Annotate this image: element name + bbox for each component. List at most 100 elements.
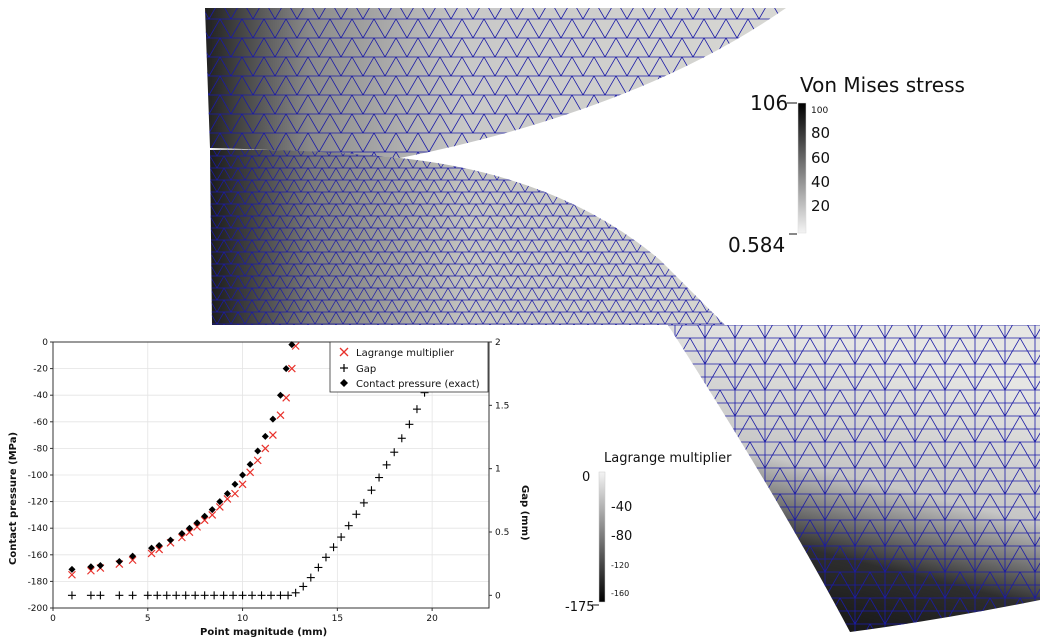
y2-tick-label: 2: [495, 338, 501, 348]
lagrange-point: [200, 516, 209, 525]
y2-tick-label: 0: [495, 591, 501, 601]
gap-point: [248, 591, 257, 600]
lagrange-point: [215, 502, 224, 511]
gap-point: [314, 563, 323, 572]
lm-scalebar-max: 0: [582, 470, 590, 485]
exact-pressure-point: [254, 447, 262, 455]
lagrange-point: [68, 570, 76, 579]
legend-box: [329, 341, 489, 393]
x-tick-label: 20: [426, 614, 438, 624]
gap-point: [153, 591, 162, 600]
gap-point: [257, 591, 266, 600]
lagrange-point: [268, 431, 277, 440]
y-tick-label: -20: [33, 365, 48, 375]
upper-body: [205, 8, 786, 158]
x-tick-label: 0: [50, 614, 56, 624]
gap-point: [276, 591, 285, 600]
lagrange-point: [261, 444, 270, 453]
y-axis-label: Contact pressure (MPa): [8, 432, 19, 565]
gap-point: [200, 591, 209, 600]
gap-point: [405, 420, 414, 429]
y-tick-label: -100: [28, 471, 49, 481]
y-tick-label: -60: [33, 418, 48, 428]
exact-pressure-point: [178, 530, 186, 538]
exact-pressure-point: [68, 565, 76, 573]
exact-pressure-point: [288, 341, 296, 349]
lower-body: [210, 149, 725, 325]
exact-pressure-point: [223, 490, 231, 498]
gap-point: [367, 486, 376, 495]
gap-point: [397, 434, 406, 443]
exact-pressure-point: [115, 557, 123, 565]
vm-tick-label: 20: [811, 197, 830, 215]
gap-point: [306, 573, 315, 582]
x-axis-label: Point magnitude (mm): [200, 627, 327, 637]
exact-pressure-point: [193, 519, 201, 527]
gap-point: [375, 473, 384, 482]
gap-point: [352, 510, 361, 519]
y2-tick-label: 1: [495, 465, 501, 475]
exact-pressure-point: [167, 536, 175, 544]
y-tick-label: 0: [42, 338, 48, 348]
vm-tick-label: 80: [811, 124, 830, 142]
lagrange-point: [185, 528, 194, 537]
vm-ticks: 100 80 60 40 20: [811, 106, 830, 215]
lagrange-point: [282, 393, 291, 402]
y2-axis-label: Gap (mm): [519, 485, 530, 541]
gap-point: [382, 460, 391, 469]
gap-point: [337, 533, 346, 542]
lagrange-point: [246, 468, 255, 477]
vm-scalebar-title: Von Mises stress: [800, 73, 965, 97]
x-tick-label: 15: [332, 614, 343, 624]
gap-point: [86, 591, 95, 600]
y2-tick-label: 0.5: [495, 528, 509, 538]
exact-pressure-point: [261, 432, 269, 440]
gap-point: [143, 591, 152, 600]
gap-point: [128, 591, 137, 600]
x-tick-label: 10: [237, 614, 249, 624]
lm-scalebar-min: -175: [565, 600, 595, 615]
contact-plate: [668, 325, 1040, 632]
vm-tick-label: 60: [811, 149, 830, 167]
exact-pressure-point: [87, 563, 95, 571]
lagrange-point: [276, 411, 285, 420]
plot-series: [67, 341, 437, 600]
lagrange-point: [155, 545, 164, 554]
legend-marker-exact: [340, 379, 348, 387]
gap-point: [162, 591, 171, 600]
y-tick-label: -80: [33, 444, 48, 454]
gap-point: [267, 591, 275, 600]
vm-tick-label: 100: [811, 106, 828, 116]
exact-pressure-point: [246, 460, 254, 468]
lm-tick-label: -120: [611, 561, 629, 570]
vm-scalebar-max: 106: [750, 91, 788, 115]
lagrange-point: [287, 364, 296, 373]
lm-tick-label: -160: [611, 589, 629, 598]
lagrange-point: [177, 533, 186, 542]
x-tick-label: 5: [145, 614, 151, 624]
vm-scalebar-min: 0.584: [728, 233, 785, 257]
gap-point: [299, 582, 308, 591]
lm-tick-label: -40: [611, 500, 632, 515]
gap-point: [329, 543, 338, 552]
lagrange-point: [147, 549, 156, 558]
gap-point: [172, 591, 181, 600]
exact-pressure-point: [276, 391, 284, 399]
legend-marker-gap: [340, 364, 348, 372]
exact-pressure-point: [155, 541, 163, 549]
gap-point: [115, 591, 124, 600]
y-tick-label: -120: [28, 498, 49, 508]
gap-point: [191, 591, 200, 600]
exact-pressure-point: [239, 471, 247, 479]
lm-scalebar-title: Lagrange multiplier: [604, 451, 732, 466]
exact-pressure-point: [208, 506, 216, 514]
gap-point: [219, 591, 228, 600]
gap-point: [210, 591, 219, 600]
gap-point: [412, 405, 421, 414]
gap-point: [344, 521, 353, 530]
gap-point: [229, 591, 238, 600]
exact-pressure-point: [201, 512, 209, 520]
lagrange-point: [193, 522, 201, 531]
